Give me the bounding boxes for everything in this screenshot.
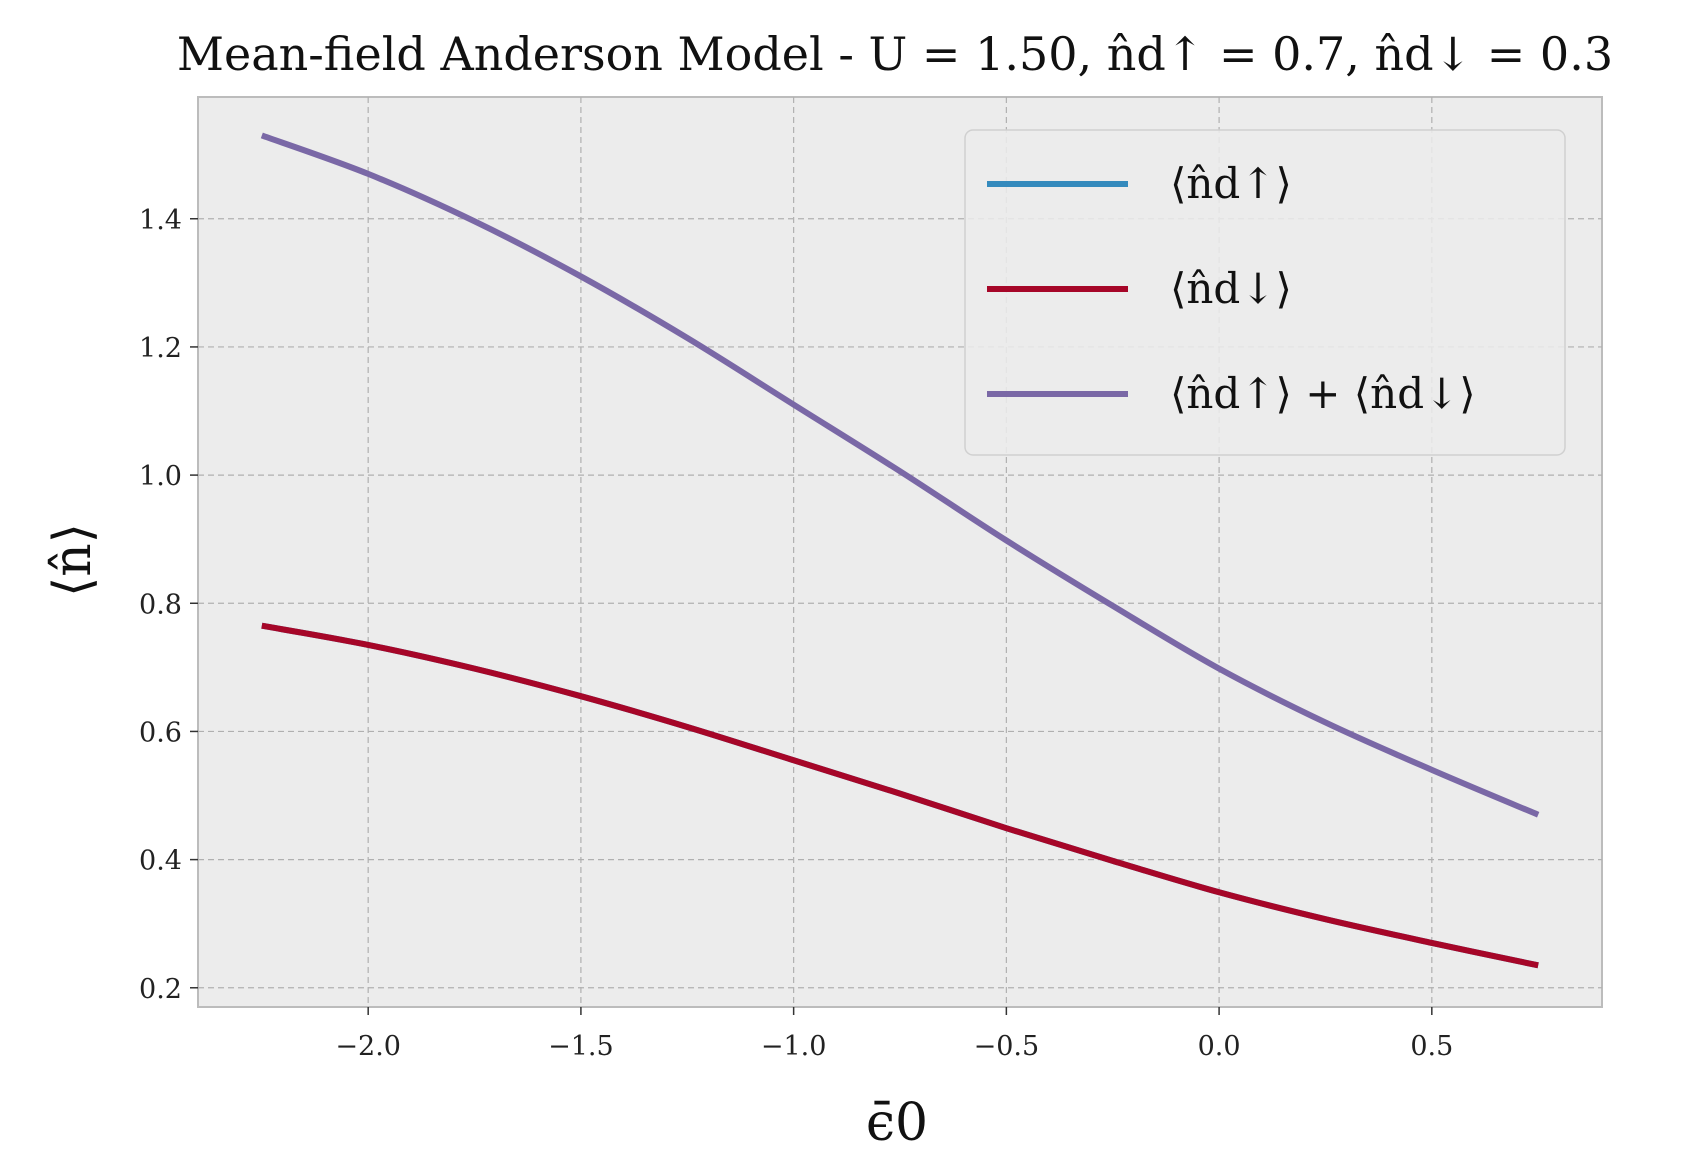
- x-axis-label: ϵ̄0: [866, 1093, 928, 1153]
- x-tick-label: −1.5: [548, 1031, 614, 1062]
- y-tick-label: 1.0: [139, 461, 182, 492]
- legend-label: ⟨n̂d↑⟩ + ⟨n̂d↓⟩: [1170, 369, 1476, 418]
- x-tick-label: −1.0: [761, 1031, 827, 1062]
- legend-item-n-up: ⟨n̂d↑⟩: [987, 159, 1292, 208]
- y-tick-label: 0.8: [139, 589, 182, 620]
- x-tick-label: 0.5: [1410, 1031, 1453, 1062]
- legend: ⟨n̂d↑⟩ ⟨n̂d↓⟩ ⟨n̂d↑⟩ + ⟨n̂d↓⟩: [964, 129, 1566, 456]
- y-tick-label: 0.4: [139, 846, 182, 877]
- grid: [198, 97, 1602, 1007]
- y-tick-label: 1.2: [139, 333, 182, 364]
- x-axis-ticks: −2.0 −1.5 −1.0 −0.5 0.0 0.5: [335, 1007, 1453, 1062]
- y-axis-label: ⟨n̂⟩: [43, 523, 103, 597]
- x-tick-label: −0.5: [974, 1031, 1040, 1062]
- legend-item-n-down: ⟨n̂d↓⟩: [987, 264, 1292, 313]
- legend-item-n-total: ⟨n̂d↑⟩ + ⟨n̂d↓⟩: [987, 369, 1476, 418]
- y-tick-label: 0.2: [139, 974, 182, 1005]
- series-line-n-total: [260, 132, 1540, 818]
- x-tick-label: −2.0: [335, 1031, 401, 1062]
- y-tick-label: 0.6: [139, 717, 182, 748]
- y-tick-label: 1.4: [139, 205, 182, 236]
- y-axis-ticks: 0.2 0.4 0.6 0.8 1.0 1.2 1.4: [139, 205, 198, 1005]
- chart-title: Mean-field Anderson Model - U = 1.50, n̂…: [177, 27, 1613, 81]
- legend-box: [964, 129, 1566, 456]
- legend-label: ⟨n̂d↓⟩: [1170, 264, 1292, 313]
- x-tick-label: 0.0: [1198, 1031, 1241, 1062]
- series-layer: [260, 132, 1540, 969]
- legend-label: ⟨n̂d↑⟩: [1170, 159, 1292, 208]
- series-line-n-down: [261, 622, 1539, 969]
